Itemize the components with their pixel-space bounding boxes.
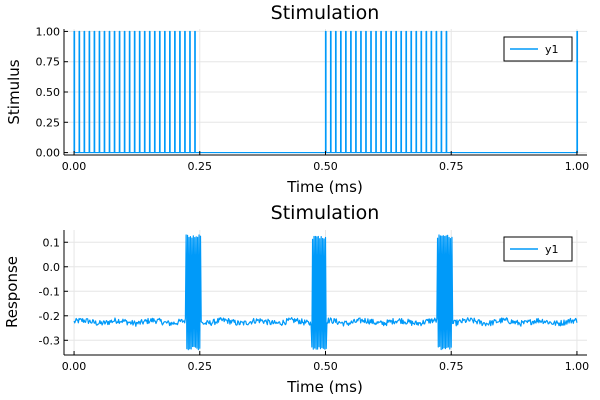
series-y1 (73, 30, 579, 154)
legend-label: y1 (545, 43, 559, 56)
x-tick-label: 0.75 (439, 360, 464, 373)
series-line (73, 30, 579, 154)
series-line (73, 234, 578, 351)
y-ticks: 0.00 0.25 0.50 0.75 1.00 (36, 25, 68, 160)
legend-label: y1 (545, 243, 559, 256)
x-tick-label: 0.75 (439, 160, 464, 173)
x-tick-label: 0.50 (313, 360, 338, 373)
x-tick-label: 1.00 (565, 160, 590, 173)
y-ticks: 0.1 0.0 -0.1 -0.2 -0.3 (39, 236, 68, 347)
chart-title: Stimulation (271, 202, 380, 224)
x-axis-label: Time (ms) (286, 178, 363, 196)
legend: y1 (503, 36, 573, 62)
y-tick-label: 0.1 (43, 236, 61, 249)
y-tick-label: -0.3 (39, 334, 60, 347)
x-tick-label: 0.00 (62, 360, 87, 373)
y-tick-label: -0.2 (39, 310, 60, 323)
y-tick-label: -0.1 (39, 285, 60, 298)
y-tick-label: 0.0 (43, 261, 61, 274)
x-tick-label: 0.25 (188, 360, 213, 373)
x-tick-label: 0.50 (313, 160, 338, 173)
y-axis-label: Response (3, 256, 21, 328)
x-axis-label: Time (ms) (286, 378, 363, 396)
x-tick-label: 0.00 (62, 160, 87, 173)
y-tick-label: 0.75 (36, 56, 61, 69)
legend: y1 (503, 236, 573, 262)
y-tick-label: 0.50 (36, 86, 61, 99)
chart-title: Stimulation (271, 2, 380, 24)
y-tick-label: 1.00 (36, 25, 61, 38)
series-y1 (73, 234, 578, 351)
y-tick-label: 0.00 (36, 147, 61, 160)
x-ticks: 0.00 0.25 0.50 0.75 1.00 (62, 351, 589, 373)
response-subplot: 0.00 0.25 0.50 0.75 1.00 0.10.0-0.1-0.2-0.3 … (3, 202, 589, 396)
x-tick-label: 1.00 (565, 360, 590, 373)
stimulus-subplot: 0.00 0.25 0.50 0.75 1.00 0.00 0.25 0.50 0.75 1.0… (5, 2, 589, 196)
y-axis-label: Stimulus (5, 59, 23, 124)
x-ticks: 0.00 0.25 0.50 0.75 1.00 (62, 151, 589, 173)
x-tick-label: 0.25 (188, 160, 213, 173)
y-tick-label: 0.25 (36, 116, 61, 129)
